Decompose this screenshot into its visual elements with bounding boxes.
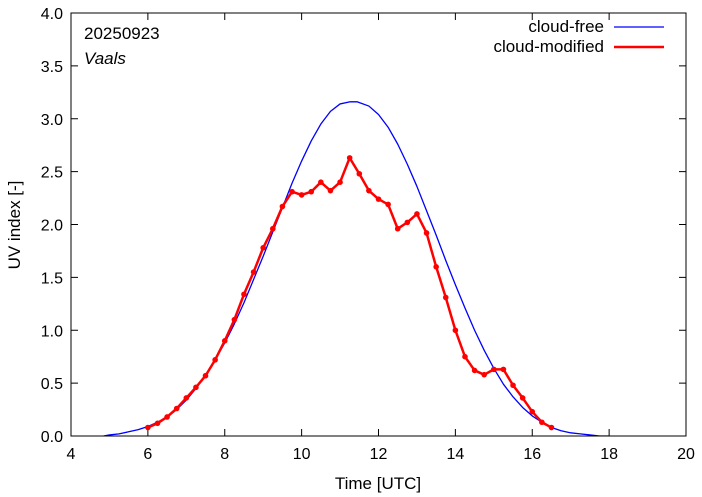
x-tick-label: 14	[446, 446, 464, 463]
data-point-cloud-modified	[298, 192, 305, 198]
data-point-cloud-modified	[491, 366, 497, 373]
plot-frame	[70, 12, 687, 437]
data-point-cloud-modified	[500, 366, 507, 373]
data-point-cloud-modified	[270, 225, 276, 232]
data-point-cloud-modified	[539, 419, 545, 426]
data-point-cloud-modified	[423, 230, 430, 236]
data-point-cloud-modified	[510, 382, 516, 389]
data-point-cloud-modified	[529, 408, 536, 415]
x-tick-label: 8	[220, 446, 229, 463]
y-tick-label: 3.0	[41, 112, 63, 129]
x-tick-label: 6	[143, 446, 152, 463]
data-point-cloud-modified	[193, 384, 199, 391]
data-point-cloud-modified	[433, 264, 439, 270]
y-tick-label: 3.5	[41, 59, 63, 76]
data-point-cloud-modified	[250, 269, 257, 275]
x-tick-label: 10	[293, 446, 311, 463]
data-point-cloud-modified	[366, 187, 372, 194]
data-point-cloud-modified	[356, 170, 363, 177]
legend-label-cloud-modified: cloud-modified	[493, 37, 604, 56]
data-point-cloud-modified	[164, 414, 170, 420]
y-tick-label: 2.5	[41, 165, 63, 182]
date-label: 20250923	[84, 24, 160, 43]
data-point-cloud-modified	[481, 371, 488, 378]
data-point-cloud-modified	[289, 188, 295, 195]
data-point-cloud-modified	[145, 424, 151, 431]
y-axis-title: UV index [-]	[5, 181, 24, 270]
data-point-cloud-modified	[414, 211, 420, 217]
y-tick-label: 1.5	[41, 270, 63, 287]
data-point-cloud-modified	[202, 372, 209, 379]
data-point-cloud-modified	[404, 219, 411, 226]
data-point-cloud-modified	[452, 327, 459, 334]
data-point-cloud-modified	[212, 357, 218, 363]
data-point-cloud-modified	[318, 179, 324, 185]
data-point-cloud-modified	[462, 353, 468, 360]
x-tick-label: 16	[523, 446, 541, 463]
data-point-cloud-modified	[154, 420, 161, 427]
data-point-cloud-modified	[173, 405, 180, 412]
data-point-cloud-modified	[375, 196, 382, 202]
data-point-cloud-modified	[241, 291, 247, 298]
x-axis-title: Time [UTC]	[335, 474, 421, 493]
x-tick-label: 20	[677, 446, 695, 463]
y-tick-label: 0.5	[41, 376, 63, 393]
series-line-cloud-modified	[147, 156, 553, 429]
data-point-cloud-modified	[394, 225, 401, 232]
data-point-cloud-modified	[308, 188, 315, 195]
x-tick-label: 18	[600, 446, 618, 463]
data-point-cloud-modified	[519, 395, 526, 401]
data-point-cloud-modified	[183, 395, 190, 401]
data-point-cloud-modified	[279, 203, 286, 210]
y-tick-label: 4.0	[41, 6, 63, 23]
x-tick-label: 4	[67, 446, 76, 463]
data-point-cloud-modified	[442, 294, 449, 301]
y-tick-label: 2.0	[41, 218, 63, 235]
data-point-cloud-modified	[260, 244, 266, 251]
y-tick-label: 1.0	[41, 323, 63, 340]
location-label: Vaals	[84, 49, 126, 68]
data-point-cloud-modified	[346, 155, 353, 161]
data-point-cloud-modified	[221, 338, 228, 344]
x-tick-label: 12	[370, 446, 388, 463]
legend: cloud-free cloud-modified	[493, 17, 664, 56]
data-point-cloud-modified	[231, 316, 238, 323]
data-point-cloud-modified	[548, 424, 555, 431]
series-line-cloud-free	[103, 101, 610, 436]
legend-label-cloud-free: cloud-free	[528, 17, 604, 36]
y-tick-label: 0.0	[41, 429, 63, 446]
data-point-cloud-modified	[337, 179, 343, 185]
data-point-cloud-modified	[327, 187, 334, 194]
data-point-cloud-modified	[471, 367, 478, 374]
data-point-cloud-modified	[385, 201, 391, 208]
